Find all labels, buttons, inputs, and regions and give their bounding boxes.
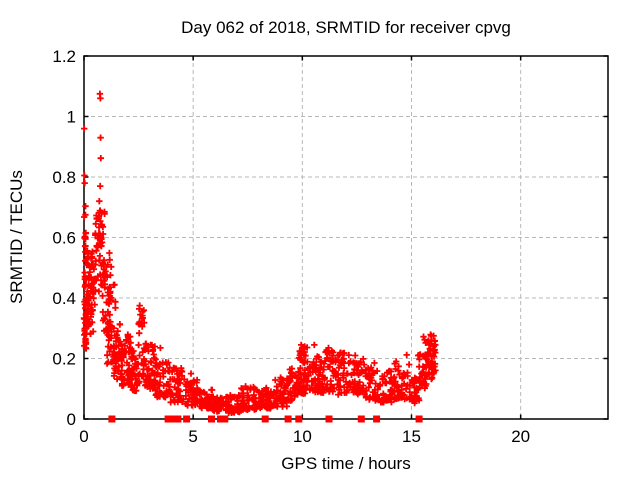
x-axis-label: GPS time / hours — [281, 454, 410, 473]
y-tick-label: 0.2 — [52, 350, 76, 369]
y-tick-label: 1.2 — [52, 47, 76, 66]
x-tick-label: 15 — [402, 427, 421, 446]
y-axis-label: SRMTID / TECUs — [7, 170, 26, 304]
y-tick-label: 1 — [67, 108, 76, 127]
y-tick-label: 0.8 — [52, 168, 76, 187]
chart-title: Day 062 of 2018, SRMTID for receiver cpv… — [181, 18, 511, 37]
x-tick-label: 0 — [79, 427, 88, 446]
y-tick-label: 0.4 — [52, 289, 76, 308]
y-tick-label: 0.6 — [52, 229, 76, 248]
x-tick-label: 10 — [293, 427, 312, 446]
y-tick-label: 0 — [67, 410, 76, 429]
scatter-points — [80, 90, 439, 416]
data-points-layer — [80, 90, 439, 423]
x-tick-label: 5 — [188, 427, 197, 446]
zero-flag-markers — [108, 415, 423, 423]
x-tick-label: 20 — [511, 427, 530, 446]
